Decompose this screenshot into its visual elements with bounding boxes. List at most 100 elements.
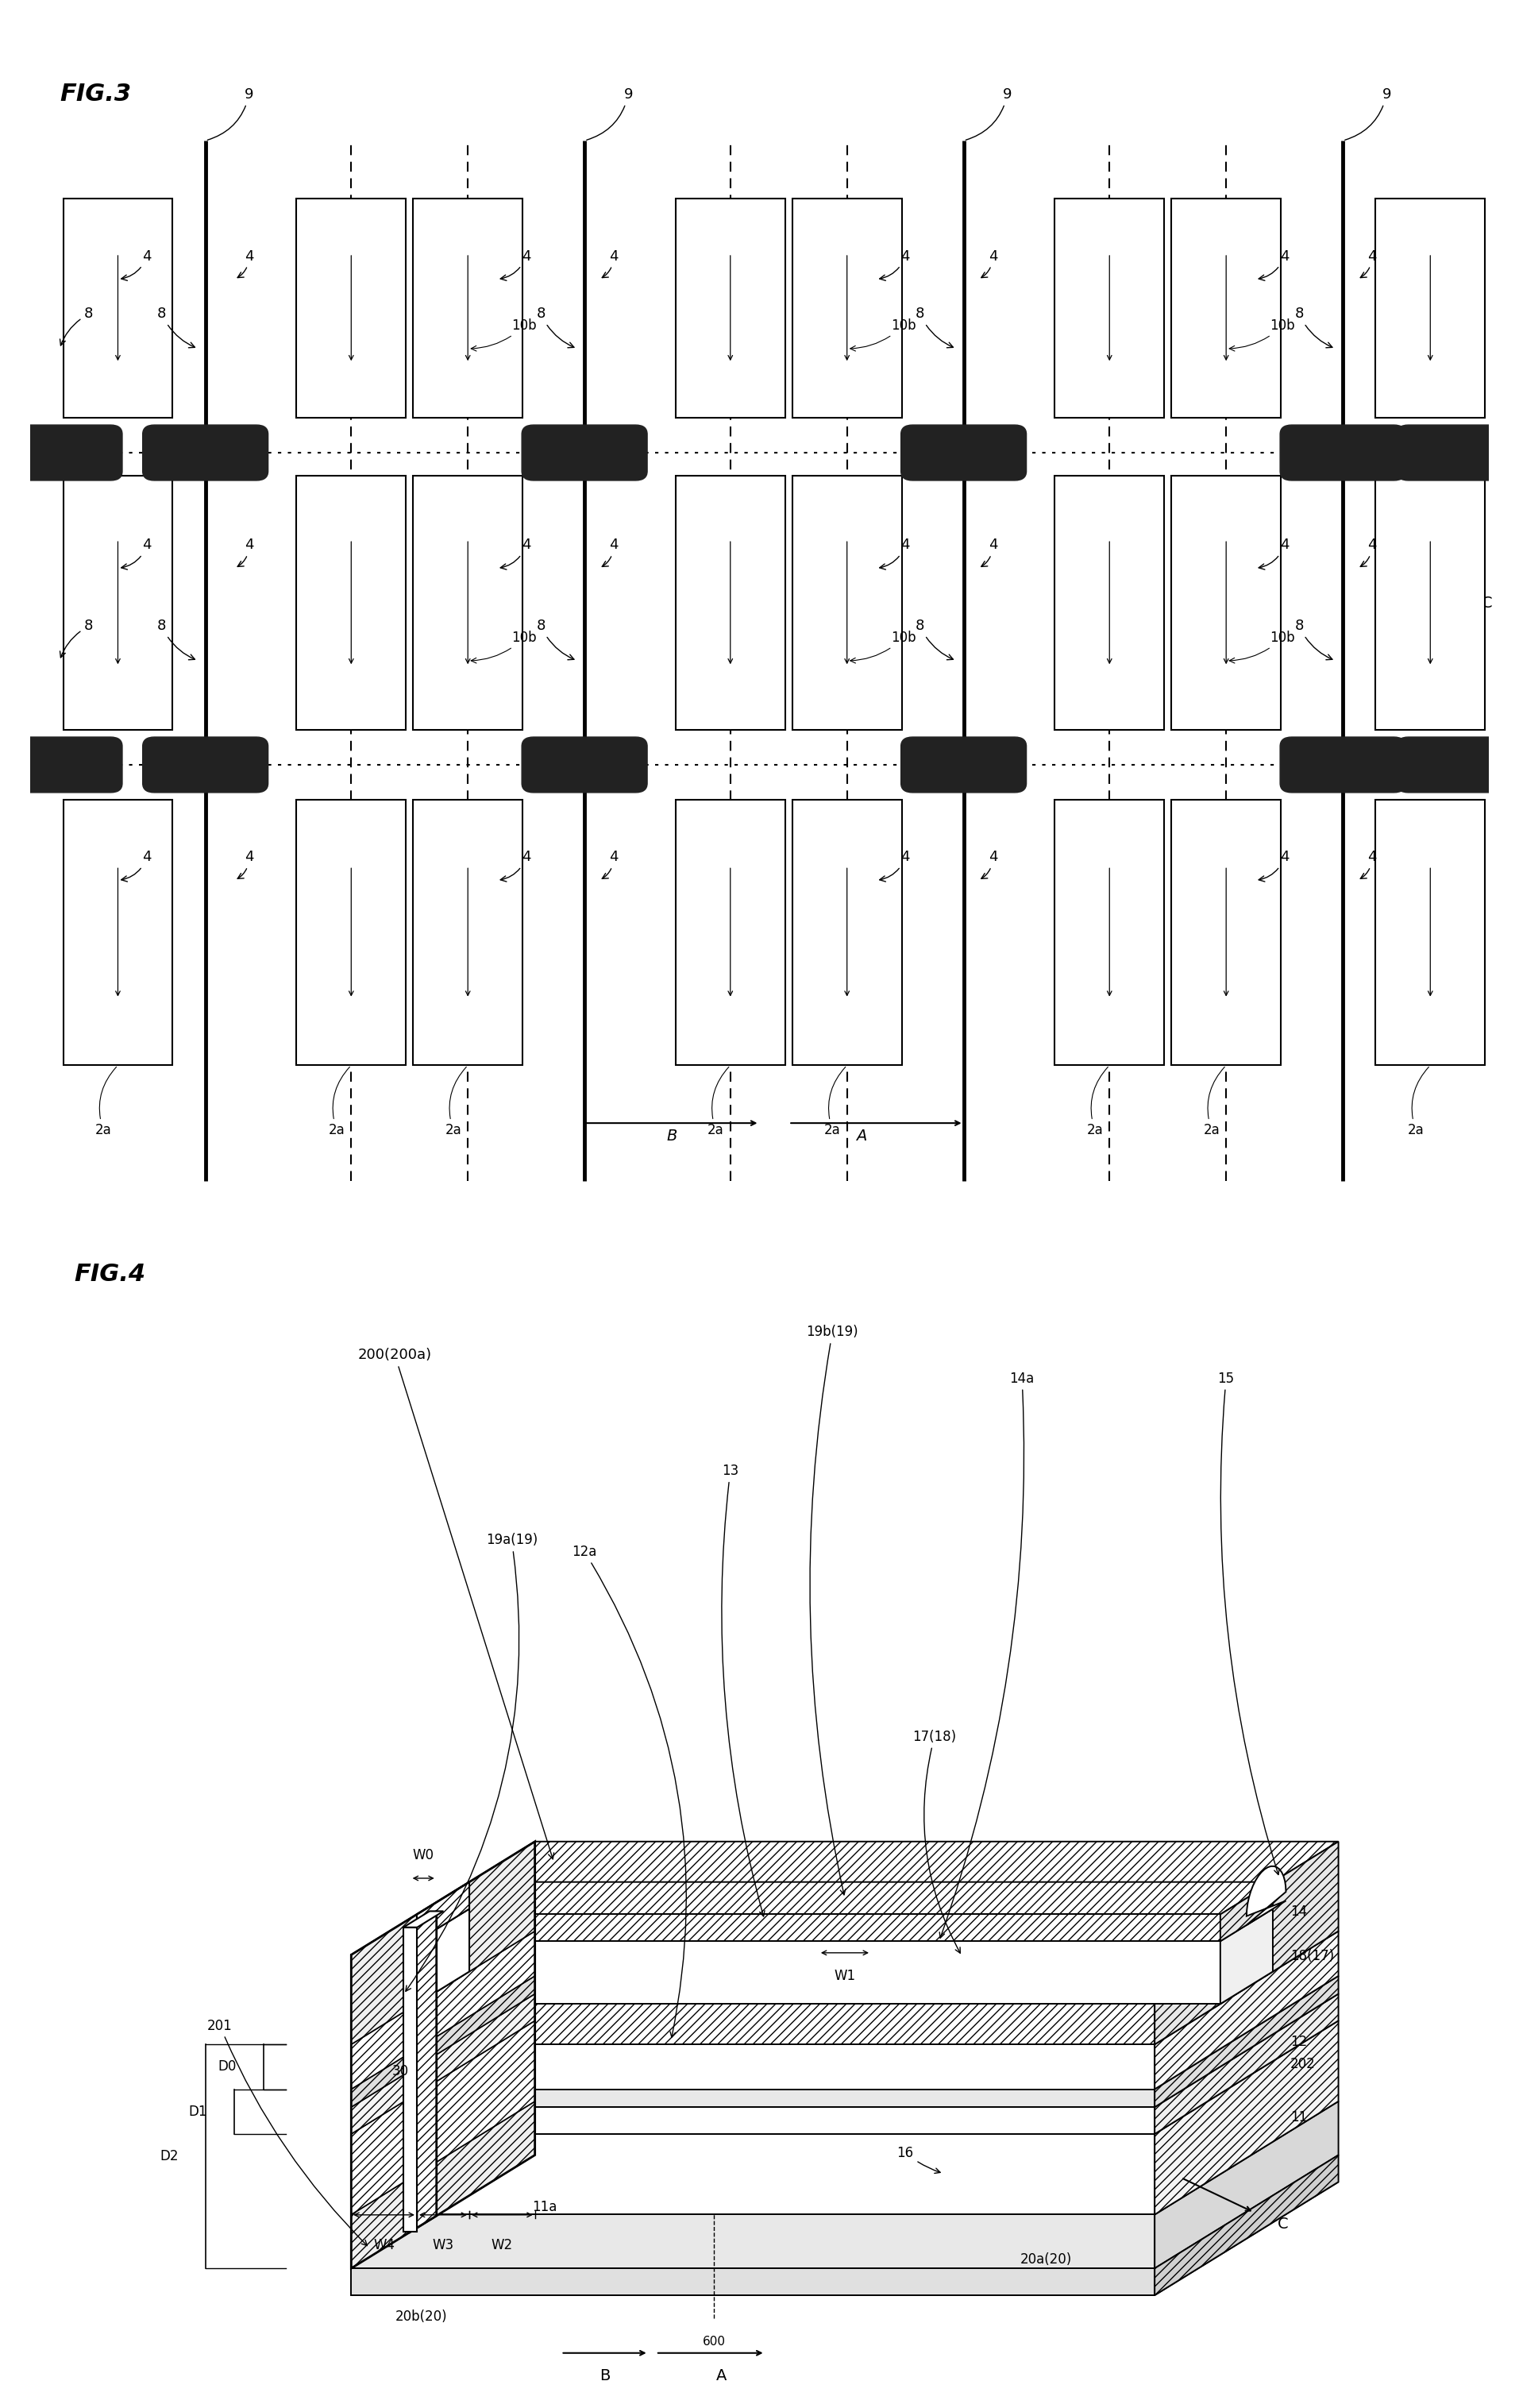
Bar xyxy=(1171,799,1281,1064)
Text: 10b: 10b xyxy=(1229,318,1296,352)
Bar xyxy=(1376,197,1486,419)
Polygon shape xyxy=(351,1931,1338,2044)
Text: 2a: 2a xyxy=(708,1067,729,1137)
Text: 11: 11 xyxy=(1290,2109,1308,2124)
Bar xyxy=(296,799,406,1064)
Polygon shape xyxy=(351,1931,535,2090)
Text: 8: 8 xyxy=(156,306,194,347)
Bar xyxy=(793,477,902,730)
FancyBboxPatch shape xyxy=(143,737,267,792)
Text: 10b: 10b xyxy=(471,631,536,662)
Polygon shape xyxy=(351,2107,1154,2133)
Polygon shape xyxy=(1220,1883,1273,1941)
Text: 10b: 10b xyxy=(851,318,916,352)
Polygon shape xyxy=(351,1842,1338,1955)
Polygon shape xyxy=(351,2020,535,2215)
Text: 4: 4 xyxy=(1259,537,1290,571)
Polygon shape xyxy=(351,2102,535,2268)
Text: 4: 4 xyxy=(1361,537,1376,566)
Text: A: A xyxy=(715,2369,726,2384)
Bar xyxy=(413,477,523,730)
Polygon shape xyxy=(416,1910,469,2003)
Text: 19a(19): 19a(19) xyxy=(406,1534,538,1991)
Text: 4: 4 xyxy=(1259,850,1290,881)
Text: 4: 4 xyxy=(602,248,618,277)
Text: 2a: 2a xyxy=(825,1067,846,1137)
Text: W0: W0 xyxy=(413,1847,434,1861)
Text: 11a: 11a xyxy=(532,2199,557,2213)
Text: 8: 8 xyxy=(536,306,574,347)
Bar xyxy=(64,799,173,1064)
Text: 10b: 10b xyxy=(851,631,916,662)
Text: 4: 4 xyxy=(500,537,530,571)
Polygon shape xyxy=(1154,2020,1338,2215)
Polygon shape xyxy=(351,2102,1338,2215)
Text: 12a: 12a xyxy=(573,1544,687,2037)
Text: 202: 202 xyxy=(1290,2056,1315,2071)
Text: 20b(20): 20b(20) xyxy=(395,2309,447,2324)
Bar xyxy=(793,197,902,419)
Text: 4: 4 xyxy=(122,850,152,881)
Text: 4: 4 xyxy=(1361,248,1376,277)
Text: 2a: 2a xyxy=(1408,1067,1429,1137)
Text: 4: 4 xyxy=(602,850,618,879)
Text: 19b(19): 19b(19) xyxy=(807,1324,858,1895)
FancyBboxPatch shape xyxy=(143,424,267,482)
FancyBboxPatch shape xyxy=(0,737,122,792)
Bar xyxy=(676,197,785,419)
Bar xyxy=(676,799,785,1064)
Text: 8: 8 xyxy=(59,619,93,657)
Text: 4: 4 xyxy=(237,537,254,566)
FancyBboxPatch shape xyxy=(523,737,647,792)
Polygon shape xyxy=(351,2215,1154,2268)
Text: B: B xyxy=(600,2369,611,2384)
Text: 4: 4 xyxy=(500,850,530,881)
Text: C: C xyxy=(1481,595,1492,612)
FancyBboxPatch shape xyxy=(901,424,1027,482)
Polygon shape xyxy=(416,1883,469,1941)
Bar xyxy=(64,197,173,419)
Text: 30: 30 xyxy=(392,2064,409,2078)
Text: 600: 600 xyxy=(703,2336,726,2348)
FancyBboxPatch shape xyxy=(0,424,122,482)
Text: 13: 13 xyxy=(722,1464,764,1917)
Text: C: C xyxy=(1277,2215,1288,2232)
Text: 2a: 2a xyxy=(1203,1067,1224,1137)
Polygon shape xyxy=(351,1842,535,2044)
Text: 4: 4 xyxy=(237,248,254,277)
Polygon shape xyxy=(351,2020,1338,2133)
Text: 16: 16 xyxy=(896,2146,940,2174)
Polygon shape xyxy=(351,1994,1338,2107)
Polygon shape xyxy=(1154,2102,1338,2268)
FancyBboxPatch shape xyxy=(1397,424,1519,482)
Polygon shape xyxy=(416,1910,1273,1941)
Text: 4: 4 xyxy=(1361,850,1376,879)
Text: 2a: 2a xyxy=(445,1067,466,1137)
Text: W1: W1 xyxy=(834,1970,855,1984)
Text: D0: D0 xyxy=(217,2059,237,2073)
Text: 8: 8 xyxy=(1294,619,1332,660)
Polygon shape xyxy=(416,1914,1220,1941)
Text: D1: D1 xyxy=(188,2105,208,2119)
Polygon shape xyxy=(351,2182,1338,2295)
Polygon shape xyxy=(351,2044,1154,2090)
Text: 8: 8 xyxy=(156,619,194,660)
Text: 8: 8 xyxy=(1294,306,1332,347)
Text: 9: 9 xyxy=(586,87,633,140)
Text: 14: 14 xyxy=(1290,1905,1306,1919)
Text: 2a: 2a xyxy=(328,1067,349,1137)
Polygon shape xyxy=(351,1955,1154,2044)
Text: 4: 4 xyxy=(981,248,998,277)
Polygon shape xyxy=(1154,1994,1338,2133)
FancyBboxPatch shape xyxy=(523,424,647,482)
Text: A: A xyxy=(857,1129,867,1144)
Polygon shape xyxy=(351,1994,535,2133)
Text: 17(18): 17(18) xyxy=(913,1729,960,1953)
Polygon shape xyxy=(1154,1842,1338,2044)
Bar xyxy=(1054,477,1164,730)
Text: 4: 4 xyxy=(880,537,910,571)
Text: 15: 15 xyxy=(1218,1370,1279,1876)
Text: 4: 4 xyxy=(602,537,618,566)
Polygon shape xyxy=(351,2090,1154,2107)
Bar xyxy=(1171,477,1281,730)
